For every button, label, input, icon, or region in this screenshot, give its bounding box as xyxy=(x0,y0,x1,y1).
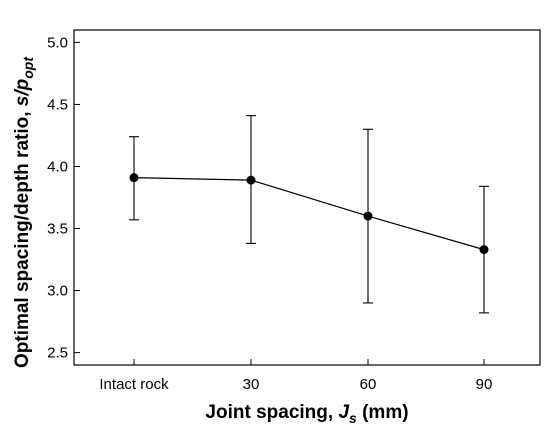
y-axis-title: Optimal spacing/depth ratio, s/popt xyxy=(12,56,36,368)
y-tick-label: 5.0 xyxy=(47,34,68,51)
x-tick-label: Intact rock xyxy=(99,376,169,393)
y-axis-ticks: 2.5 3.0 3.5 4.0 4.5 5.0 xyxy=(47,34,80,362)
data-series xyxy=(129,115,489,314)
y-tick-label: 4.5 xyxy=(47,96,68,113)
y-tick-label: 3.5 xyxy=(47,221,68,238)
x-tick-label: 60 xyxy=(360,376,377,393)
plot-frame xyxy=(73,29,541,366)
data-point xyxy=(479,245,489,255)
data-point xyxy=(363,211,373,221)
x-axis-title: Joint spacing, Js (mm) xyxy=(205,402,408,426)
x-tick-label: 90 xyxy=(476,376,493,393)
y-tick-label: 4.0 xyxy=(47,158,68,175)
series-line xyxy=(133,177,485,251)
data-point xyxy=(246,175,256,185)
plot-area: 2.5 3.0 3.5 4.0 4.5 5.0 Intact rock 30 60 90 xyxy=(47,29,541,393)
x-tick-label: 30 xyxy=(243,376,260,393)
data-point xyxy=(129,173,139,183)
y-tick-label: 2.5 xyxy=(47,345,68,362)
y-tick-label: 3.0 xyxy=(47,283,68,300)
x-axis-ticks: Intact rock 30 60 90 xyxy=(99,359,492,393)
